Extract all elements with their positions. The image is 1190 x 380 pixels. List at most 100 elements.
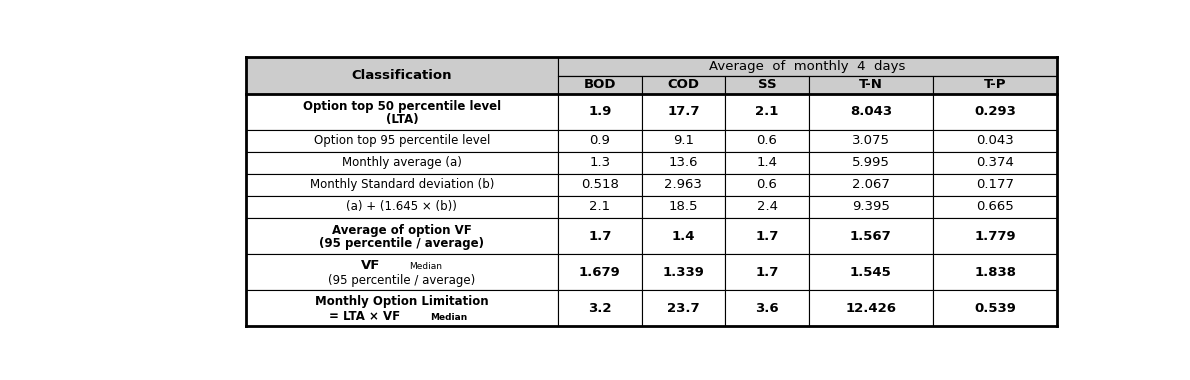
Text: (95 percentile / average): (95 percentile / average) bbox=[319, 238, 484, 250]
Text: Average of option VF: Average of option VF bbox=[332, 224, 471, 237]
Text: 2.4: 2.4 bbox=[757, 200, 777, 214]
Bar bbox=[558, 290, 641, 326]
Bar bbox=[725, 254, 809, 290]
Bar bbox=[245, 254, 558, 290]
Text: 23.7: 23.7 bbox=[668, 302, 700, 315]
Bar bbox=[641, 290, 725, 326]
Text: 18.5: 18.5 bbox=[669, 200, 699, 214]
Bar bbox=[558, 218, 641, 254]
Text: 1.545: 1.545 bbox=[850, 266, 891, 279]
Text: 0.518: 0.518 bbox=[581, 179, 619, 192]
Text: 0.6: 0.6 bbox=[757, 135, 777, 147]
Bar bbox=[558, 174, 641, 196]
Bar bbox=[641, 174, 725, 196]
Text: (95 percentile / average): (95 percentile / average) bbox=[328, 274, 476, 287]
Text: 1.779: 1.779 bbox=[975, 230, 1016, 242]
Bar bbox=[809, 76, 933, 94]
Text: 2.067: 2.067 bbox=[852, 179, 890, 192]
Text: 1.679: 1.679 bbox=[580, 266, 621, 279]
Bar bbox=[933, 76, 1057, 94]
Text: Median: Median bbox=[430, 313, 468, 322]
Bar bbox=[809, 196, 933, 218]
Bar bbox=[558, 152, 641, 174]
Bar bbox=[933, 130, 1057, 152]
Bar bbox=[245, 57, 558, 94]
Bar bbox=[558, 76, 641, 94]
Text: 0.6: 0.6 bbox=[757, 179, 777, 192]
Text: 9.395: 9.395 bbox=[852, 200, 890, 214]
Text: 0.665: 0.665 bbox=[976, 200, 1014, 214]
Bar bbox=[725, 174, 809, 196]
Bar bbox=[725, 218, 809, 254]
Bar bbox=[725, 130, 809, 152]
Bar bbox=[245, 196, 558, 218]
Text: 0.539: 0.539 bbox=[975, 302, 1016, 315]
Text: 12.426: 12.426 bbox=[845, 302, 896, 315]
Bar bbox=[725, 196, 809, 218]
Text: VF: VF bbox=[361, 259, 381, 272]
Bar bbox=[725, 152, 809, 174]
Text: Average  of  monthly  4  days: Average of monthly 4 days bbox=[709, 60, 906, 73]
Text: 3.2: 3.2 bbox=[588, 302, 612, 315]
Bar bbox=[809, 174, 933, 196]
Text: 0.043: 0.043 bbox=[976, 135, 1014, 147]
Text: 0.293: 0.293 bbox=[975, 105, 1016, 118]
Bar bbox=[641, 94, 725, 130]
Text: 1.339: 1.339 bbox=[663, 266, 704, 279]
Text: 1.9: 1.9 bbox=[588, 105, 612, 118]
Text: 3.6: 3.6 bbox=[756, 302, 778, 315]
Bar bbox=[558, 94, 641, 130]
Text: 1.4: 1.4 bbox=[671, 230, 695, 242]
Bar bbox=[933, 152, 1057, 174]
Bar bbox=[809, 94, 933, 130]
Text: 1.4: 1.4 bbox=[757, 157, 777, 169]
Text: 1.7: 1.7 bbox=[588, 230, 612, 242]
Text: 9.1: 9.1 bbox=[672, 135, 694, 147]
Bar bbox=[641, 152, 725, 174]
Bar bbox=[725, 290, 809, 326]
Bar bbox=[933, 196, 1057, 218]
Text: Option top 95 percentile level: Option top 95 percentile level bbox=[314, 135, 490, 147]
Text: BOD: BOD bbox=[583, 78, 616, 91]
Text: 3.075: 3.075 bbox=[852, 135, 890, 147]
Text: Median: Median bbox=[408, 262, 441, 271]
Bar bbox=[933, 290, 1057, 326]
Text: 1.567: 1.567 bbox=[850, 230, 891, 242]
Text: T-N: T-N bbox=[859, 78, 883, 91]
Text: Monthly Option Limitation: Monthly Option Limitation bbox=[315, 295, 489, 309]
Text: Classification: Classification bbox=[351, 69, 452, 82]
Bar bbox=[809, 130, 933, 152]
Text: 2.1: 2.1 bbox=[589, 200, 610, 214]
Text: Monthly Standard deviation (b): Monthly Standard deviation (b) bbox=[309, 179, 494, 192]
Text: T-P: T-P bbox=[984, 78, 1007, 91]
Text: 1.7: 1.7 bbox=[756, 230, 778, 242]
Text: 1.7: 1.7 bbox=[756, 266, 778, 279]
Bar bbox=[641, 254, 725, 290]
Bar bbox=[641, 76, 725, 94]
Bar bbox=[933, 254, 1057, 290]
Bar bbox=[641, 130, 725, 152]
Bar bbox=[933, 174, 1057, 196]
Bar bbox=[933, 94, 1057, 130]
Bar bbox=[725, 76, 809, 94]
Bar bbox=[809, 218, 933, 254]
Bar bbox=[641, 218, 725, 254]
Bar bbox=[725, 94, 809, 130]
Bar bbox=[245, 218, 558, 254]
Text: (LTA): (LTA) bbox=[386, 113, 418, 126]
Text: 2.963: 2.963 bbox=[664, 179, 702, 192]
Text: 17.7: 17.7 bbox=[668, 105, 700, 118]
Text: 5.995: 5.995 bbox=[852, 157, 890, 169]
Bar bbox=[641, 196, 725, 218]
Text: 0.177: 0.177 bbox=[976, 179, 1014, 192]
Bar bbox=[245, 152, 558, 174]
Text: Monthly average (a): Monthly average (a) bbox=[342, 157, 462, 169]
Bar bbox=[809, 152, 933, 174]
Text: 0.9: 0.9 bbox=[589, 135, 610, 147]
Bar bbox=[245, 174, 558, 196]
Bar bbox=[245, 94, 558, 130]
Bar bbox=[558, 254, 641, 290]
Text: 13.6: 13.6 bbox=[669, 157, 699, 169]
Text: 2.1: 2.1 bbox=[756, 105, 778, 118]
Text: 0.374: 0.374 bbox=[976, 157, 1014, 169]
